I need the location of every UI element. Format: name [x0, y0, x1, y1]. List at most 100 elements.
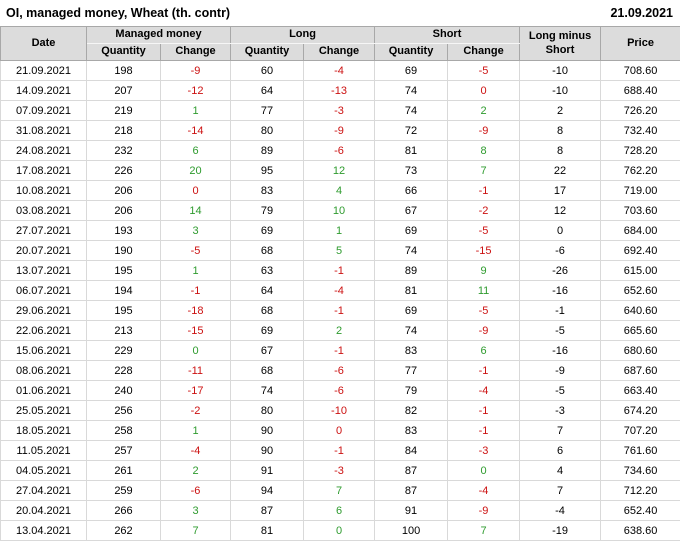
- cell-long-change: 0: [302, 520, 376, 541]
- cell-price: 726.20: [600, 100, 680, 121]
- col-header-mm-quantity: Quantity: [86, 43, 161, 61]
- cell-price: 708.60: [600, 60, 680, 81]
- cell-long-minus-short: 7: [519, 480, 602, 501]
- cell-date: 27.04.2021: [0, 480, 87, 501]
- cell-short-quantity: 83: [374, 340, 449, 361]
- cell-short-change: -1: [447, 420, 521, 441]
- cell-short-quantity: 77: [374, 360, 449, 381]
- cell-short-quantity: 79: [374, 380, 449, 401]
- cell-price: 638.60: [600, 520, 680, 541]
- cell-managed-money-quantity: 261: [86, 460, 161, 481]
- cell-managed-money-change: 0: [160, 340, 231, 361]
- cell-short-quantity: 66: [374, 180, 449, 201]
- cell-long-quantity: 67: [230, 340, 304, 361]
- table-row: 27.04.2021 259 -6 94 7 87 -4 7 712.20: [0, 480, 680, 501]
- cell-long-change: 6: [302, 500, 376, 521]
- cell-price: 687.60: [600, 360, 680, 381]
- cell-long-quantity: 74: [230, 380, 304, 401]
- cell-long-minus-short: -26: [519, 260, 602, 281]
- cell-short-change: -3: [447, 440, 521, 461]
- cell-price: 615.00: [600, 260, 680, 281]
- cell-managed-money-quantity: 213: [86, 320, 161, 341]
- cell-long-change: -1: [302, 300, 376, 321]
- cell-managed-money-change: 14: [160, 200, 231, 221]
- cell-price: 719.00: [600, 180, 680, 201]
- cell-date: 21.09.2021: [0, 60, 87, 81]
- cell-short-change: -4: [447, 480, 521, 501]
- cell-price: 652.60: [600, 280, 680, 301]
- cell-long-change: -6: [302, 360, 376, 381]
- cell-managed-money-change: 3: [160, 220, 231, 241]
- cell-date: 24.08.2021: [0, 140, 87, 161]
- cell-date: 04.05.2021: [0, 460, 87, 481]
- cell-managed-money-change: -11: [160, 360, 231, 381]
- table-row: 06.07.2021 194 -1 64 -4 81 11 -16 652.60: [0, 280, 680, 301]
- table-row: 27.07.2021 193 3 69 1 69 -5 0 684.00: [0, 220, 680, 241]
- cell-long-minus-short: -3: [519, 400, 602, 421]
- cell-short-change: 0: [447, 80, 521, 101]
- col-header-mm-change: Change: [160, 43, 231, 61]
- cell-managed-money-change: 2: [160, 460, 231, 481]
- cell-long-change: -1: [302, 440, 376, 461]
- cell-date: 14.09.2021: [0, 80, 87, 101]
- cell-price: 712.20: [600, 480, 680, 501]
- cell-long-minus-short: 17: [519, 180, 602, 201]
- cell-managed-money-change: -15: [160, 320, 231, 341]
- cell-date: 17.08.2021: [0, 160, 87, 181]
- table-row: 25.05.2021 256 -2 80 -10 82 -1 -3 674.20: [0, 400, 680, 421]
- table-row: 14.09.2021 207 -12 64 -13 74 0 -10 688.40: [0, 80, 680, 101]
- col-header-long-minus-short: Long minus Short: [519, 26, 602, 61]
- col-header-long-change: Change: [302, 43, 376, 61]
- table-row: 18.05.2021 258 1 90 0 83 -1 7 707.20: [0, 420, 680, 441]
- cell-managed-money-quantity: 218: [86, 120, 161, 141]
- cell-long-quantity: 68: [230, 360, 304, 381]
- cell-managed-money-quantity: 207: [86, 80, 161, 101]
- cell-long-minus-short: 4: [519, 460, 602, 481]
- table-row: 04.05.2021 261 2 91 -3 87 0 4 734.60: [0, 460, 680, 481]
- table-body: 21.09.2021 198 -9 60 -4 69 -5 -10 708.60 14.09.20…: [0, 60, 680, 541]
- cell-managed-money-quantity: 259: [86, 480, 161, 501]
- cell-long-minus-short: -6: [519, 240, 602, 261]
- cell-short-change: -5: [447, 300, 521, 321]
- cell-managed-money-change: 1: [160, 100, 231, 121]
- cell-short-quantity: 74: [374, 100, 449, 121]
- cell-date: 18.05.2021: [0, 420, 87, 441]
- cell-long-change: 2: [302, 320, 376, 341]
- cell-managed-money-quantity: 258: [86, 420, 161, 441]
- cell-price: 703.60: [600, 200, 680, 221]
- cell-long-quantity: 69: [230, 320, 304, 341]
- cell-short-change: -4: [447, 380, 521, 401]
- cell-short-change: -15: [447, 240, 521, 261]
- cell-date: 08.06.2021: [0, 360, 87, 381]
- cell-date: 25.05.2021: [0, 400, 87, 421]
- cell-managed-money-change: 0: [160, 180, 231, 201]
- table-row: 21.09.2021 198 -9 60 -4 69 -5 -10 708.60: [0, 60, 680, 81]
- cell-date: 13.04.2021: [0, 520, 87, 541]
- col-header-date: Date: [0, 26, 87, 61]
- cell-date: 15.06.2021: [0, 340, 87, 361]
- cell-short-change: -2: [447, 200, 521, 221]
- cell-price: 684.00: [600, 220, 680, 241]
- cell-long-change: 10: [302, 200, 376, 221]
- cell-long-change: -10: [302, 400, 376, 421]
- table-row: 03.08.2021 206 14 79 10 67 -2 12 703.60: [0, 200, 680, 221]
- report-date: 21.09.2021: [610, 6, 673, 20]
- cell-long-change: 0: [302, 420, 376, 441]
- cell-price: 663.40: [600, 380, 680, 401]
- cell-long-minus-short: 8: [519, 140, 602, 161]
- cell-long-change: -9: [302, 120, 376, 141]
- cell-long-minus-short: -16: [519, 280, 602, 301]
- table-row: 01.06.2021 240 -17 74 -6 79 -4 -5 663.40: [0, 380, 680, 401]
- cell-long-minus-short: -9: [519, 360, 602, 381]
- cell-long-minus-short: -5: [519, 320, 602, 341]
- cell-long-quantity: 90: [230, 440, 304, 461]
- cell-short-change: 7: [447, 520, 521, 541]
- cell-managed-money-change: -12: [160, 80, 231, 101]
- table-row: 07.09.2021 219 1 77 -3 74 2 2 726.20: [0, 100, 680, 121]
- cell-price: 640.60: [600, 300, 680, 321]
- cell-long-minus-short: -19: [519, 520, 602, 541]
- cell-short-quantity: 84: [374, 440, 449, 461]
- cell-short-change: 6: [447, 340, 521, 361]
- cell-long-minus-short: 12: [519, 200, 602, 221]
- cell-managed-money-change: 1: [160, 260, 231, 281]
